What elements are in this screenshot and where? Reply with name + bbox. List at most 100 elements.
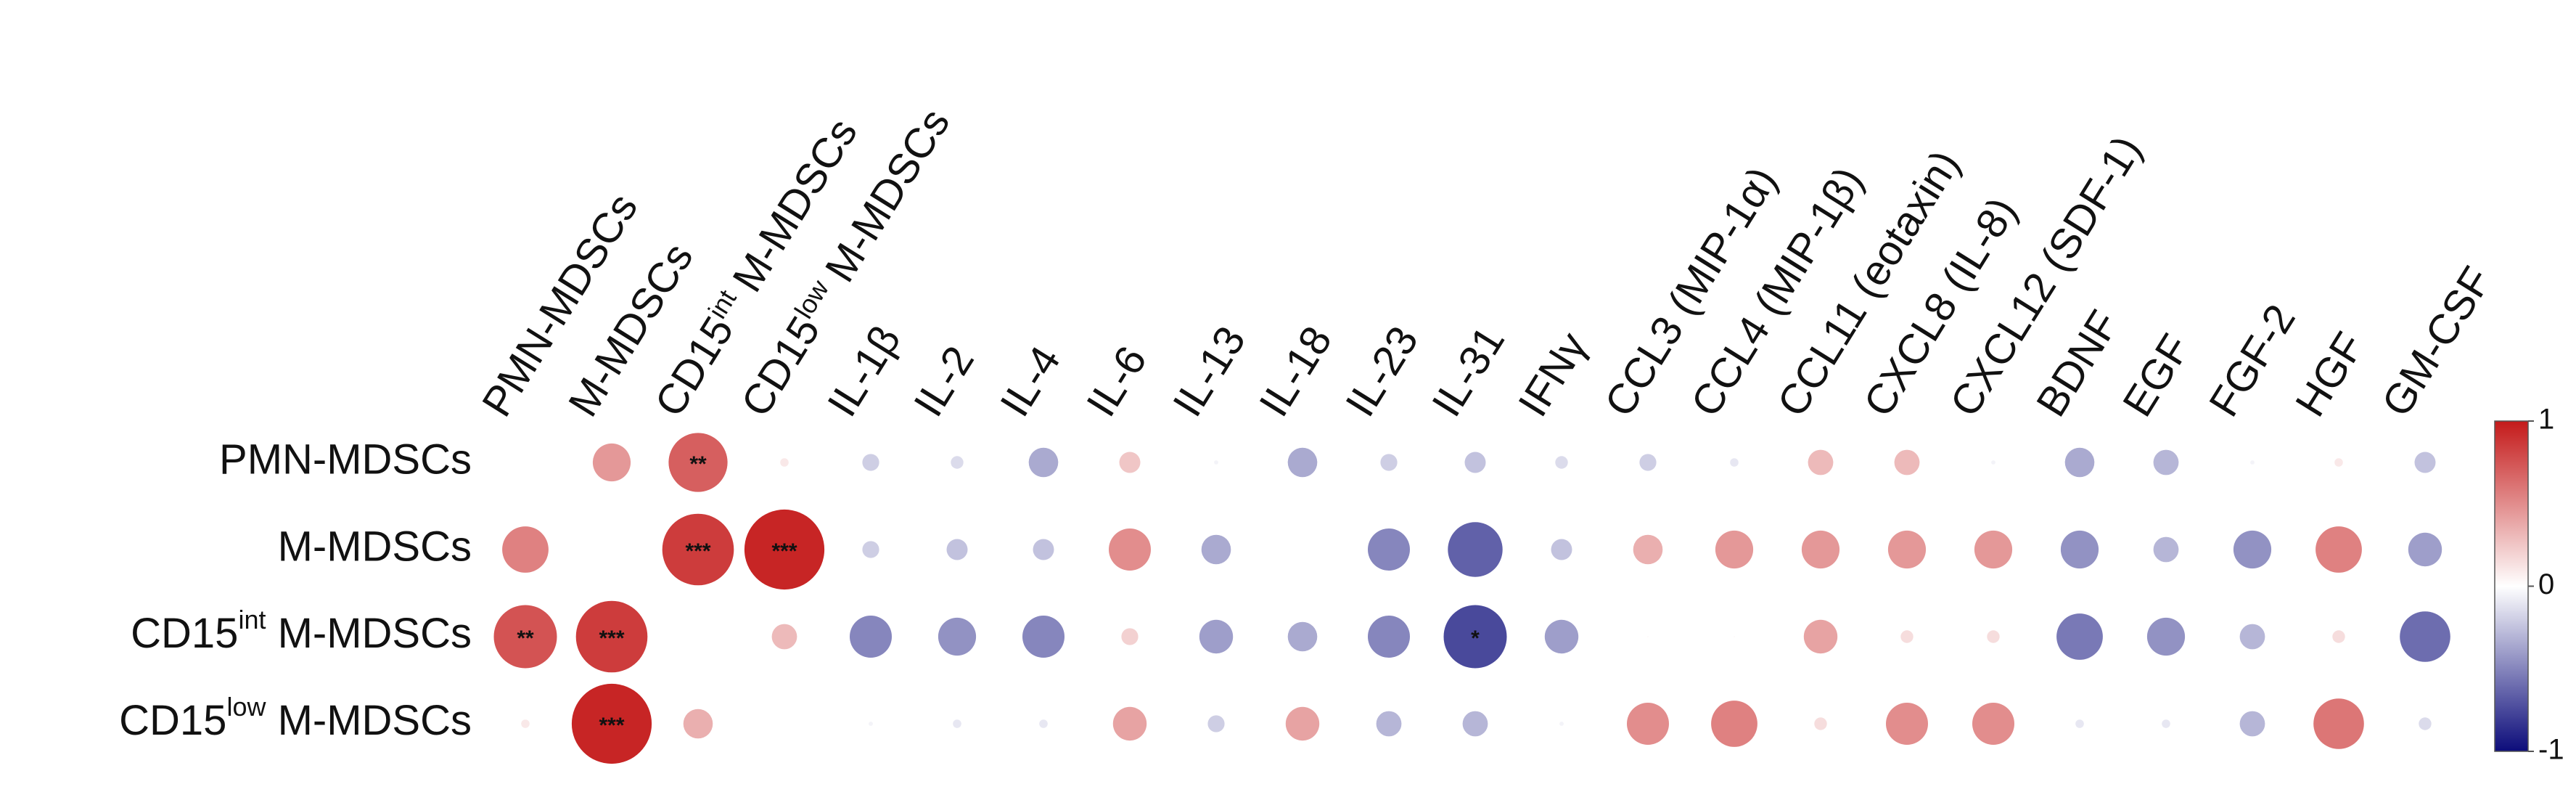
correlation-circle [1551, 539, 1572, 560]
correlation-circle [780, 458, 789, 467]
correlation-circle [1733, 635, 1736, 638]
correlation-circle [1639, 454, 1657, 471]
correlation-circle [2419, 717, 2432, 730]
correlation-circle [771, 624, 797, 650]
column-label: EGF [2114, 326, 2199, 425]
correlation-circle [1199, 619, 1234, 654]
correlation-circle [2056, 613, 2103, 660]
correlation-circle [1711, 701, 1757, 747]
correlation-circle [1448, 522, 1503, 577]
correlation-circle [1285, 706, 1320, 741]
correlation-circle [1886, 703, 1928, 745]
label-superscript: low [226, 692, 266, 722]
correlation-circle [2250, 460, 2255, 465]
significance-stars: *** [771, 539, 797, 563]
column-label: IL-6 [1078, 338, 1156, 425]
row-label: M-MDSCs [278, 523, 472, 570]
correlation-circle [2064, 447, 2095, 478]
correlation-circle [2162, 719, 2170, 728]
significance-stars: *** [685, 539, 710, 563]
correlation-circle [1207, 715, 1225, 732]
correlation-circle [521, 719, 530, 728]
label-superscript: int [238, 605, 266, 634]
column-label: IL-2 [905, 338, 983, 425]
correlation-circle [869, 722, 873, 726]
correlation-circle [1991, 460, 1995, 465]
correlation-circle [1380, 454, 1398, 471]
correlation-circle [1022, 616, 1065, 658]
correlation-circle [2075, 719, 2084, 728]
correlation-circle [1646, 635, 1649, 638]
correlation-circle [850, 616, 892, 658]
correlation-circle [1627, 703, 1669, 745]
correlation-circle [1887, 530, 1927, 569]
correlation-circle [592, 443, 631, 482]
correlation-circle [2400, 611, 2450, 662]
correlation-circle [1376, 711, 1402, 737]
correlation-circle [1287, 621, 1318, 652]
row-label: PMN-MDSCs [219, 436, 472, 483]
correlation-circle [1894, 449, 1920, 475]
correlation-circle [1633, 534, 1663, 565]
correlation-circle [1109, 528, 1151, 571]
correlation-circle [575, 600, 648, 673]
significance-stars: *** [599, 714, 624, 738]
correlation-circle [938, 617, 977, 656]
correlation-circle [1462, 711, 1488, 737]
correlation-circle [2332, 630, 2345, 643]
correlation-circle [2233, 530, 2272, 569]
colorbar-tick-label: 0 [2538, 568, 2554, 600]
correlation-circle [2313, 698, 2364, 749]
correlation-circle [2414, 452, 2436, 473]
column-label: HGF [2286, 324, 2374, 425]
label-part: CD15 [732, 309, 829, 425]
correlation-circle [1814, 717, 1827, 730]
correlation-circle [1121, 628, 1139, 645]
column-label: IL-1β [819, 317, 910, 425]
correlation-circle [1464, 452, 1486, 473]
correlation-circle [953, 719, 961, 728]
column-label: IL-13 [1164, 318, 1255, 425]
label-part: M-MDSCs [266, 610, 472, 657]
correlation-circle [1974, 530, 2013, 569]
column-label: FGF-2 [2200, 296, 2305, 425]
correlation-circle [2408, 532, 2442, 567]
correlation-circle [2315, 526, 2362, 573]
correlation-circle [502, 526, 549, 573]
column-label: IL-18 [1250, 318, 1341, 425]
correlation-circle [668, 433, 728, 492]
significance-stars: ** [689, 452, 707, 476]
colorbar-tick-label: 1 [2538, 404, 2554, 436]
correlation-circle [951, 456, 964, 469]
correlation-circle [1287, 447, 1318, 478]
correlation-circle [2060, 530, 2099, 569]
colorbar [2494, 420, 2529, 752]
row-label: CD15low M-MDSCs [119, 692, 472, 744]
correlation-circle [2334, 458, 2343, 467]
correlation-circle [862, 454, 879, 471]
correlation-circle [1033, 539, 1054, 560]
correlation-circle [1368, 616, 1410, 658]
correlation-circle [2239, 624, 2265, 650]
correlation-circle [662, 513, 734, 586]
correlation-circle [2153, 536, 2179, 563]
correlation-circle [1559, 722, 1564, 726]
correlation-circle [2146, 617, 2186, 656]
correlation-circle [1801, 530, 1840, 569]
correlation-circle [1544, 619, 1579, 654]
significance-stars: * [1471, 626, 1480, 650]
correlation-circle [1715, 530, 1754, 569]
correlation-circle [1214, 460, 1218, 465]
correlation-circle [1900, 630, 1913, 643]
correlation-circle [1730, 458, 1739, 467]
row-label: CD15int M-MDSCs [131, 605, 472, 657]
correlation-circle [1201, 534, 1231, 565]
correlation-circle [1443, 605, 1507, 669]
correlation-circle [1112, 706, 1147, 741]
correlation-circle [571, 683, 652, 764]
correlation-circle [2153, 449, 2179, 475]
correlation-circle [1803, 619, 1838, 654]
correlation-circle [1972, 703, 2014, 745]
